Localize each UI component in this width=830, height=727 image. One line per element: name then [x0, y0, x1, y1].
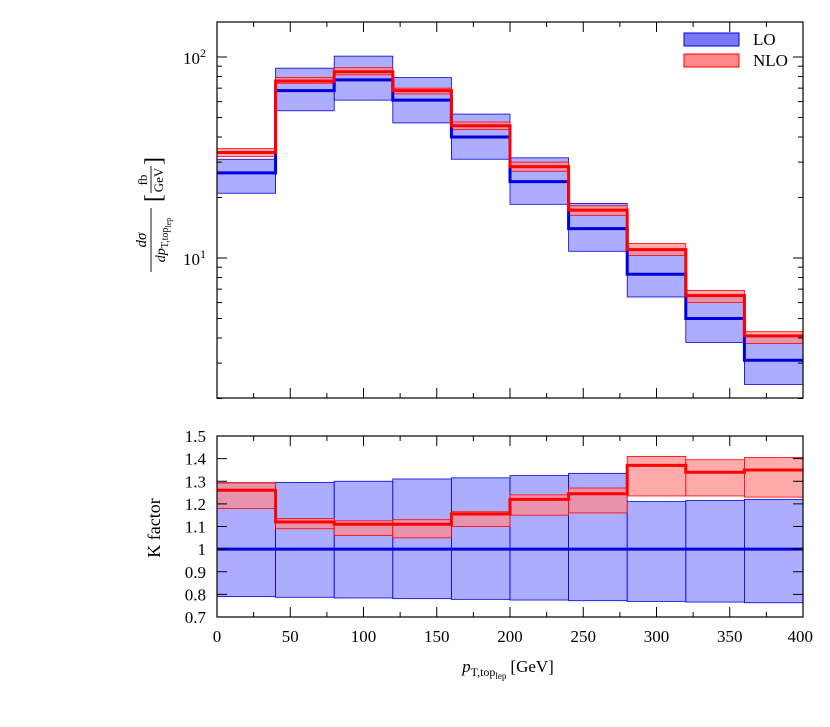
top-panel-bands [216, 55, 804, 385]
bottom-panel-ytick-labels: 1.5 1.4 1.3 1.2 1.1 1 0.9 0.8 0.7 [185, 427, 207, 627]
bottom-band-nlo-bin-7 [626, 455, 687, 497]
bottom-band-nlo-bin-3 [392, 519, 452, 539]
bottom-ytick-label: 0.8 [185, 585, 206, 604]
bottom-xtick-label: 150 [424, 627, 450, 646]
bottom-band-lo-bin-8 [685, 500, 745, 603]
top-ylabel: dσ dpT,toplep [ fb GeV ] [134, 157, 173, 272]
ytick-label-10: 101 [183, 247, 206, 269]
bottom-band-lo-bin-2 [333, 480, 394, 599]
bottom-band-lo-bin-3 [392, 478, 452, 600]
top-panel-ticks [216, 22, 804, 399]
bottom-panel-lines [217, 463, 803, 551]
bottom-xtick-label: 0 [213, 627, 222, 646]
bottom-ytick-label: 1 [198, 540, 207, 559]
legend-label-nlo: NLO [753, 51, 788, 70]
ytick-label-100: 102 [183, 46, 206, 68]
legend-swatch-nlo [683, 53, 740, 68]
bottom-band-nlo-bin-9 [744, 457, 804, 498]
bottom-ytick-label: 1.1 [185, 518, 206, 537]
top-line-nlo [217, 70, 803, 338]
ylabel-bracket-left: [ [141, 194, 167, 202]
bottom-ytick-label: 1.3 [185, 472, 206, 491]
bottom-ytick-label: 0.7 [185, 608, 207, 627]
ylabel-fraction-denominator: dpT,toplep [154, 218, 173, 262]
bottom-xtick-label: 400 [788, 627, 814, 646]
top-band-lo-bin-0 [216, 158, 276, 194]
bottom-band-lo-bin-1 [275, 481, 335, 598]
legend-swatch-lo [683, 32, 740, 47]
bottom-xtick-label: 50 [282, 627, 299, 646]
bottom-panel-ticks [216, 435, 804, 618]
top-band-nlo-bin-9 [744, 331, 804, 345]
bottom-ytick-label: 1.4 [185, 450, 207, 469]
bottom-xtick-label: 350 [717, 627, 743, 646]
bottom-xtick-label: 100 [351, 627, 377, 646]
bottom-xtick-label: 250 [571, 627, 597, 646]
bottom-xtick-label: 300 [644, 627, 670, 646]
bottom-ytick-label: 0.9 [185, 563, 206, 582]
bottom-ytick-label: 1.2 [185, 495, 206, 514]
top-panel-ytick-labels: 102 101 [183, 46, 206, 269]
bottom-ylabel: K factor [144, 498, 164, 557]
ylabel-unit-numerator: fb [135, 175, 150, 186]
bottom-band-lo-bin-7 [626, 501, 687, 602]
ylabel-fraction-numerator: dσ [134, 232, 150, 248]
bottom-band-lo-bin-9 [744, 498, 804, 604]
bottom-panel-bands [216, 455, 804, 604]
legend: LO NLO [683, 30, 788, 70]
top-band-lo-bin-2 [333, 55, 394, 101]
bottom-band-nlo-bin-0 [216, 481, 276, 509]
bottom-band-nlo-bin-8 [685, 459, 745, 497]
legend-label-lo: LO [753, 30, 776, 49]
bottom-band-lo-bin-5 [509, 475, 569, 601]
ylabel-unit-denominator: GeV [151, 167, 166, 192]
bottom-band-lo-bin-4 [450, 477, 511, 600]
xlabel: pT,toplep [GeV] [461, 657, 554, 681]
bottom-band-nlo-bin-1 [275, 518, 335, 530]
bottom-line-nlo [217, 463, 803, 526]
bottom-band-nlo-bin-6 [568, 487, 628, 514]
ylabel-bracket-right: ] [141, 157, 167, 165]
bottom-xtick-label: 200 [497, 627, 523, 646]
top-panel-lines [217, 70, 803, 362]
bottom-panel-xtick-labels: 0 50 100 150 200 250 300 350 400 [213, 627, 813, 646]
bottom-ytick-label: 1.5 [185, 427, 206, 446]
